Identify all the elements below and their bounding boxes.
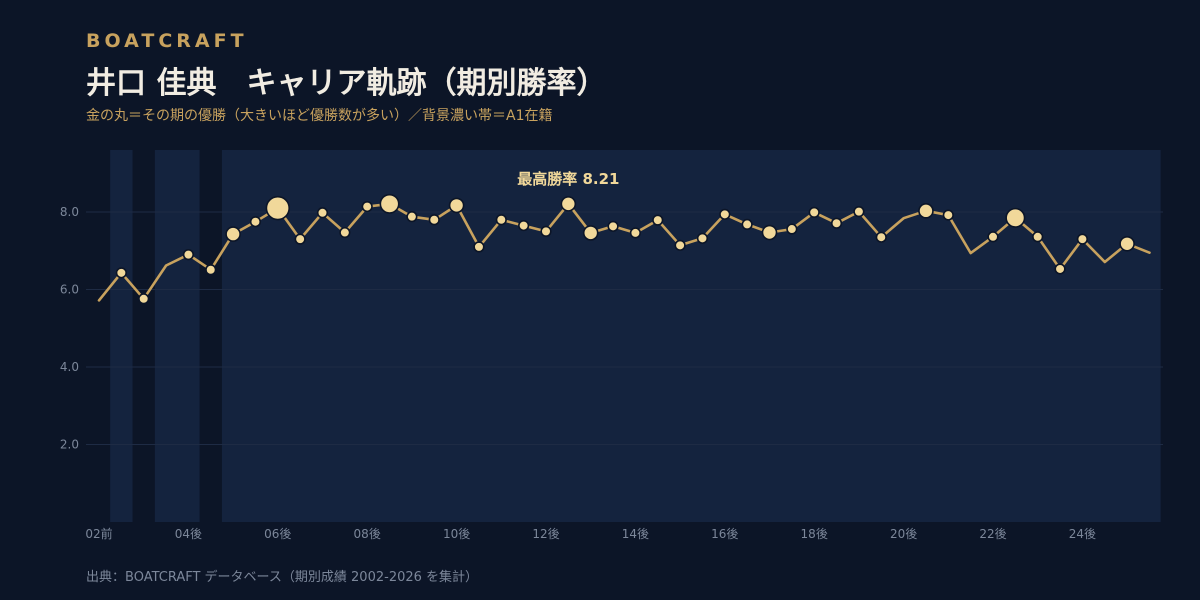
x-tick-label: 12後 [532,527,559,541]
championship-marker [942,209,954,221]
championship-marker [741,218,753,230]
championship-marker [361,200,373,213]
championship-marker [316,207,329,219]
championship-marker [582,225,599,241]
championship-marker [560,196,577,212]
x-tick-label: 20後 [890,527,917,541]
x-tick-label: 22後 [979,527,1006,541]
x-tick-label: 08後 [354,527,381,541]
championship-marker [138,293,150,305]
a1-band-1 [154,150,200,522]
championship-marker [1119,235,1135,252]
championship-marker [249,216,262,228]
championship-marker [918,203,934,219]
championship-marker [808,206,820,218]
championship-marker [629,227,642,239]
championship-marker [853,206,865,218]
y-tick-label: 6.0 [60,283,79,297]
championship-marker [182,249,194,261]
championship-marker [786,223,798,235]
annotations: 最高勝率 8.21 [517,170,619,188]
championship-marker [674,239,686,251]
championship-marker [379,193,400,214]
x-tick-label: 10後 [443,527,470,541]
championship-marker [448,197,465,214]
championship-marker [1054,263,1066,275]
x-tick-label: 14後 [622,527,649,541]
y-tick-label: 4.0 [60,360,79,374]
grid-lines [86,211,1163,445]
championship-marker [339,226,351,239]
x-tick-label: 18後 [801,527,828,541]
a1-band-0 [110,150,133,522]
championship-marker [607,220,619,232]
championship-marker [428,214,440,226]
championship-marker [205,264,217,276]
x-tick-label: 24後 [1069,527,1096,541]
championship-marker [518,219,530,232]
championship-marker [830,217,843,229]
y-tick-label: 8.0 [60,205,79,219]
y-tick-label: 2.0 [60,438,79,452]
championship-marker [1076,233,1088,245]
x-tick-label: 02前 [85,526,112,541]
source-note: 出典：BOATCRAFT データベース（期別成績 2002-2026 を集計） [86,570,479,585]
championship-marker [987,231,999,243]
championship-marker [265,195,290,221]
championship-marker [225,226,241,242]
chart-subtitle: 金の丸＝その期の優勝（大きいほど優勝数が多い）／背景濃い帯＝A1在籍 [86,108,553,124]
x-tick-label: 04後 [175,527,202,541]
championship-marker [652,214,664,226]
brand-label: BOATCRAFT [86,30,248,52]
championship-marker [696,232,709,244]
championship-marker [294,233,306,245]
championship-marker [1005,207,1026,228]
championship-marker [495,214,507,226]
y-axis: 2.0 4.0 6.0 8.0 [60,205,79,452]
championship-marker [406,211,418,223]
championship-marker [719,208,731,220]
championship-marker [540,225,552,237]
page-title: 井口 佳典 キャリア軌跡（期別勝率） [86,66,607,101]
championship-marker [1032,231,1044,243]
x-axis: 02前 04後 06後 08後 10後 12後 14後 16後 18後 20後 22後 24後 [85,526,1096,541]
championship-marker [473,241,485,253]
championship-marker [761,224,778,241]
win-rate-markers [115,193,1135,305]
peak-annotation: 最高勝率 8.21 [517,170,619,188]
x-tick-label: 06後 [264,527,291,541]
championship-marker [875,231,887,243]
championship-marker [115,267,127,279]
x-tick-label: 16後 [711,527,738,541]
